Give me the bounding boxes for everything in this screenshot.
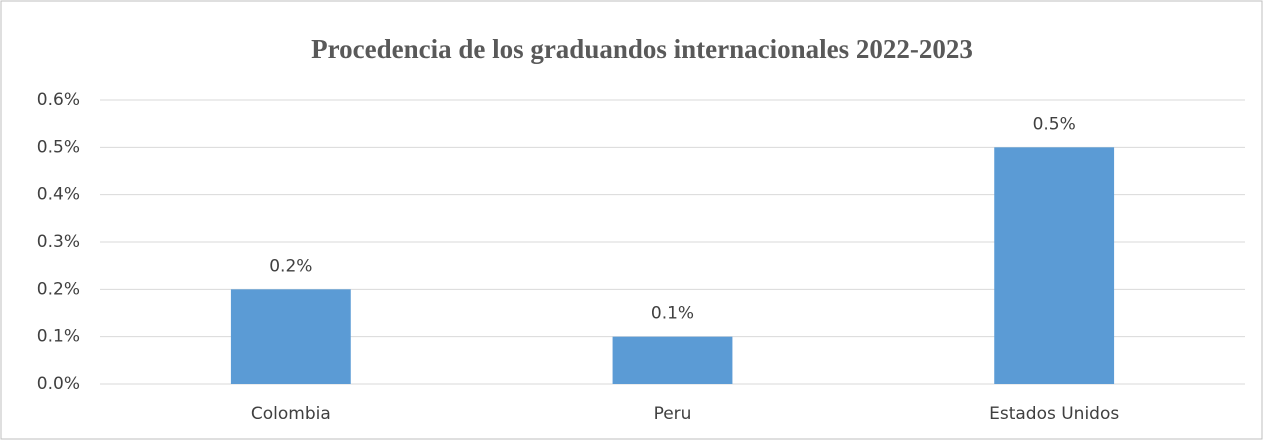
y-tick-label: 0.5%	[37, 137, 80, 157]
x-tick-label: Colombia	[251, 404, 331, 424]
y-tick-label: 0.6%	[37, 90, 80, 110]
x-tick-label: Peru	[654, 404, 692, 424]
y-tick-label: 0.3%	[37, 232, 80, 252]
bar	[994, 147, 1115, 384]
bar	[230, 289, 351, 384]
data-label: 0.1%	[651, 304, 694, 324]
chart-title: Procedencia de los graduandos internacio…	[311, 34, 973, 64]
y-tick-label: 0.4%	[37, 185, 80, 205]
y-tick-label: 0.2%	[37, 279, 80, 299]
data-label: 0.2%	[269, 256, 312, 276]
bar	[612, 336, 733, 384]
x-tick-label: Estados Unidos	[989, 404, 1119, 424]
y-tick-label: 0.0%	[37, 374, 80, 394]
data-label: 0.5%	[1033, 114, 1076, 134]
y-tick-label: 0.1%	[37, 327, 80, 347]
